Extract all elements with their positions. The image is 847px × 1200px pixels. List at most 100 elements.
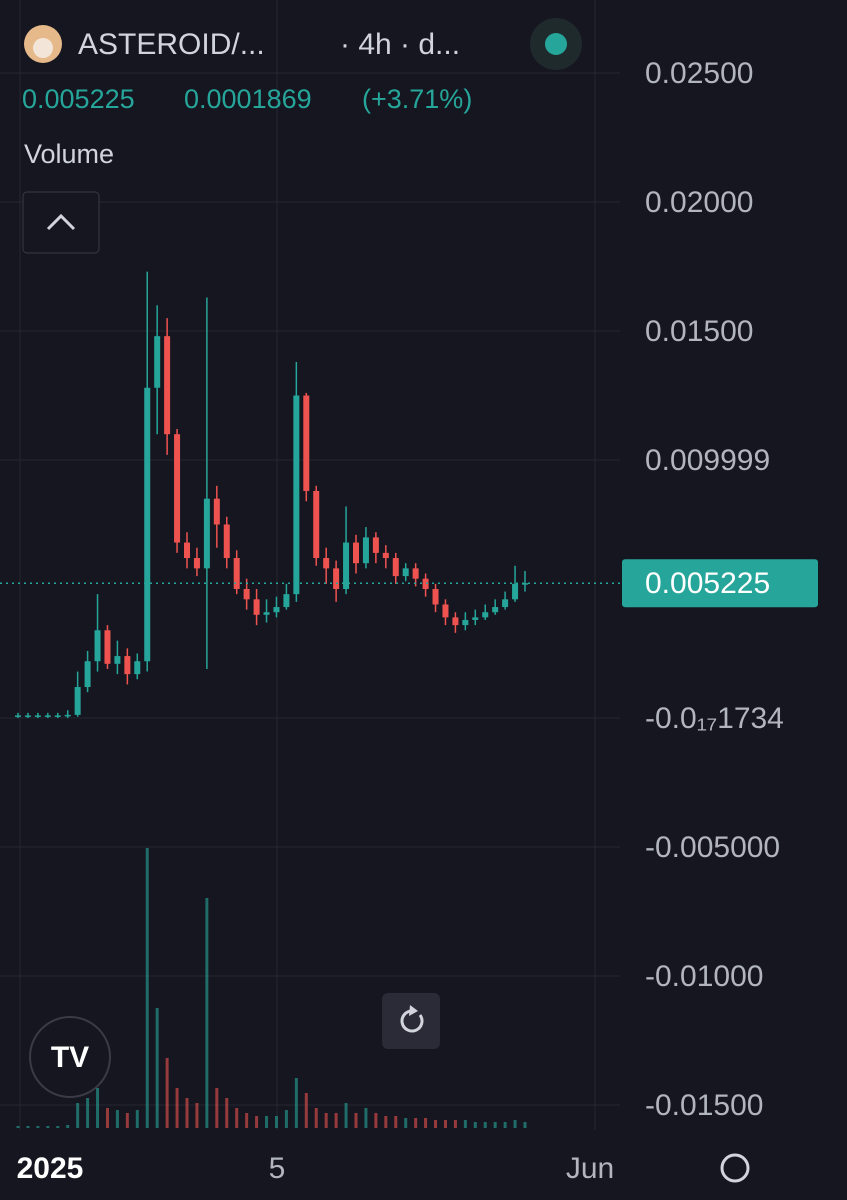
- volume-bar: [324, 1113, 328, 1128]
- candle-body: [482, 612, 489, 618]
- y-tick-label: -0.005000: [645, 831, 780, 864]
- candle-body: [512, 583, 519, 600]
- change: 0.0001869: [184, 84, 312, 114]
- candle-body: [452, 617, 459, 626]
- volume-bar: [334, 1113, 338, 1128]
- candle-body: [134, 661, 141, 675]
- candle-body: [362, 537, 369, 564]
- volume-bar: [265, 1116, 269, 1128]
- candle-body: [432, 588, 439, 605]
- volume-bar: [294, 1078, 298, 1128]
- candle-body: [124, 656, 131, 675]
- candle-body: [253, 599, 260, 615]
- collapse-button[interactable]: [22, 191, 100, 254]
- candle-body: [283, 594, 290, 608]
- volume-bar: [66, 1125, 70, 1128]
- candle-body: [114, 656, 121, 664]
- candle-body: [353, 542, 359, 564]
- volume-bar: [56, 1126, 60, 1128]
- grid: [19, 0, 596, 1130]
- volume-bar: [473, 1122, 477, 1128]
- candle-body: [502, 599, 509, 608]
- volume-bar: [16, 1126, 20, 1128]
- y-tick-label: -0.0₁₇1734: [645, 702, 784, 735]
- volume-bar: [175, 1088, 179, 1128]
- y-tick-label: -0.01500: [645, 1089, 763, 1122]
- candle-body: [164, 336, 171, 435]
- y-tick-label: 0.01500: [645, 315, 753, 348]
- volume-bar: [284, 1110, 288, 1128]
- volume-bar: [205, 898, 209, 1128]
- volume-bar: [414, 1118, 418, 1128]
- candle-body: [144, 387, 151, 662]
- candle-body: [323, 558, 330, 569]
- candle-body: [213, 498, 220, 525]
- candle-body: [243, 588, 250, 600]
- volume-bar: [503, 1122, 507, 1128]
- candle-body: [154, 336, 161, 388]
- volume-bar: [105, 1108, 109, 1128]
- volume-bar: [76, 1103, 80, 1128]
- settings-icon[interactable]: [720, 1153, 750, 1183]
- price-badge-label: 0.005225: [645, 567, 770, 600]
- x-tick-label: Jun: [566, 1152, 614, 1185]
- y-tick-label: 0.02500: [645, 57, 753, 90]
- logo-mark: TV: [51, 1041, 89, 1074]
- volume-bar: [404, 1118, 408, 1128]
- y-tick-label: 0.009999: [645, 444, 770, 477]
- candle-body: [382, 552, 389, 559]
- volume-bar: [255, 1116, 259, 1128]
- volume-bar: [215, 1088, 219, 1128]
- volume-bar: [46, 1126, 50, 1128]
- volume-bar: [394, 1116, 398, 1128]
- volume-bar: [424, 1118, 428, 1128]
- volume-label: Volume: [24, 139, 114, 169]
- candle-body: [84, 661, 91, 688]
- token-icon-face: [33, 38, 53, 58]
- candle-body: [44, 715, 51, 717]
- last-price: 0.005225: [22, 84, 135, 114]
- change-pct: (+3.71%): [362, 84, 472, 114]
- candle-body: [54, 715, 61, 717]
- candle-body: [462, 619, 469, 626]
- candle-body: [492, 607, 499, 613]
- candle-body: [34, 715, 41, 717]
- candle-body: [273, 607, 280, 613]
- candle-body: [15, 715, 21, 717]
- volume-bar: [185, 1098, 189, 1128]
- logo[interactable]: [29, 1016, 111, 1098]
- candle-body: [263, 612, 270, 615]
- candle-body: [372, 537, 379, 553]
- volume-bar: [165, 1058, 169, 1128]
- volume-bar: [235, 1108, 239, 1128]
- volume-bar: [36, 1126, 40, 1128]
- candle-body: [303, 395, 310, 491]
- volume-bar: [195, 1103, 199, 1128]
- candle-body: [392, 558, 399, 577]
- y-tick-label: 0.02000: [645, 186, 753, 219]
- volume-bar: [304, 1093, 308, 1128]
- volume-bar: [125, 1113, 129, 1128]
- volume-bar: [513, 1120, 517, 1128]
- x-tick-label: 5: [269, 1152, 286, 1185]
- volume-bar: [155, 1008, 159, 1128]
- candle-body: [74, 687, 81, 715]
- volume-bar: [364, 1108, 368, 1128]
- candle-body: [104, 630, 111, 664]
- candle-body: [94, 630, 101, 662]
- candle-body: [343, 542, 350, 589]
- volume-bar: [443, 1120, 447, 1128]
- reset-button[interactable]: [382, 993, 440, 1049]
- candle-body: [24, 715, 31, 717]
- volume-bar: [493, 1122, 497, 1128]
- status-dot: [545, 33, 567, 55]
- volume-bar: [354, 1113, 358, 1128]
- price-badge: [622, 559, 818, 608]
- volume-bar: [344, 1103, 348, 1128]
- volume-bar: [135, 1110, 139, 1128]
- volume-bar: [314, 1108, 318, 1128]
- plot: [0, 72, 620, 1128]
- volume-bar: [145, 848, 149, 1128]
